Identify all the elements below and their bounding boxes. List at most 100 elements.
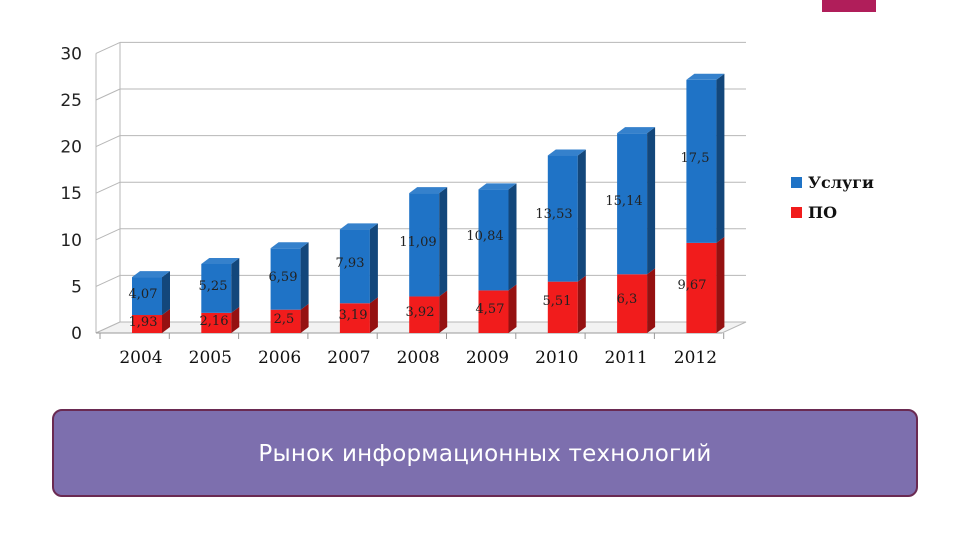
bar-top (547, 149, 586, 156)
bar-segment-services (339, 223, 378, 304)
bar-side (231, 257, 240, 313)
data-label-software: 6,3 (617, 292, 638, 307)
bar-segment-software (339, 297, 378, 333)
bar-segment-software (409, 290, 448, 333)
bar-side (369, 223, 378, 304)
bar-side (439, 290, 448, 333)
bar-front (547, 155, 578, 282)
bar-segment-services (547, 149, 586, 282)
caption-text: Рынок информационных технологий (258, 441, 712, 467)
y-tick-label: 30 (60, 44, 82, 64)
bar-side (508, 183, 517, 291)
bar-top (409, 187, 448, 194)
bar-front (686, 242, 717, 333)
y-axis-ticks: 0 5 10 15 20 25 30 (60, 44, 82, 344)
bar-top (617, 127, 656, 134)
bar-top (132, 271, 170, 278)
caption-box: Рынок информационных технологий (52, 409, 918, 497)
x-category-label: 2005 (189, 348, 232, 368)
x-category-label: 2010 (535, 348, 578, 368)
legend-label: ПО (808, 203, 837, 222)
data-label-services: 4,07 (129, 287, 158, 302)
y-tick-label: 5 (71, 277, 82, 297)
bar-segment-software (270, 303, 309, 333)
bar-side (577, 149, 586, 282)
data-label-software: 9,67 (678, 278, 707, 293)
bar-side (300, 242, 309, 310)
bar-segment-software (617, 268, 656, 333)
data-label-services: 17,5 (681, 151, 710, 166)
bar-segment-software (132, 309, 170, 333)
bar-side (577, 275, 586, 333)
y-tick-label: 0 (71, 324, 82, 344)
data-label-services: 13,53 (535, 207, 572, 222)
corner-accent (822, 0, 876, 12)
bar-top (686, 73, 725, 80)
x-category-label: 2012 (674, 348, 717, 368)
bar-front (478, 290, 509, 333)
bar-front (617, 133, 648, 275)
bar-front (409, 296, 440, 333)
bar-side (300, 303, 309, 333)
bar-side (439, 187, 448, 297)
bar-front (478, 189, 509, 291)
bar-segment-services (617, 127, 656, 275)
gridline-diagonal (95, 181, 121, 194)
data-label-services: 6,59 (269, 270, 298, 285)
x-category-label: 2004 (119, 348, 162, 368)
x-category-label: 2007 (327, 348, 370, 368)
gridline-diagonal (95, 228, 121, 241)
x-category-label: 2006 (258, 348, 301, 368)
bar-front (339, 229, 370, 304)
bar-front (686, 79, 717, 243)
y-tick-label: 10 (60, 231, 82, 251)
bar-front (617, 274, 648, 333)
data-label-services: 7,93 (336, 256, 365, 271)
bar-top (201, 257, 240, 264)
data-label-services: 15,14 (605, 194, 642, 209)
bar-side (231, 306, 240, 333)
gridline-diagonal (95, 88, 121, 101)
bar-side (369, 297, 378, 333)
gridline-diagonal (95, 41, 121, 54)
x-category-label: 2011 (604, 348, 647, 368)
data-label-software: 1,93 (129, 315, 158, 330)
data-label-software: 3,92 (406, 305, 435, 320)
legend-swatch (791, 177, 802, 188)
gridline-diagonal (95, 135, 121, 148)
data-label-services: 10,84 (466, 229, 503, 244)
bar-side (647, 268, 656, 333)
x-category-label: 2008 (397, 348, 440, 368)
bar-segment-services (132, 271, 170, 316)
bar-top (478, 183, 517, 190)
bar-front (409, 193, 440, 297)
data-labels: 1,93 2,16 2,5 3,19 3,92 4,57 5,51 6,3 9,67 4,07 5,… (129, 151, 710, 330)
bar-segment-services (270, 242, 309, 310)
data-label-software: 4,57 (476, 302, 505, 317)
bar-front (270, 309, 301, 333)
bar-segment-software (201, 306, 240, 333)
bar-side (508, 284, 517, 333)
bar-front (339, 303, 370, 333)
y-tick-label: 20 (60, 138, 82, 158)
bar-front (132, 277, 162, 316)
x-category-label: 2009 (466, 348, 509, 368)
bar-segment-software (686, 236, 725, 333)
legend: Услуги ПО (791, 173, 874, 222)
data-label-software: 3,19 (339, 308, 368, 323)
data-label-software: 2,5 (274, 312, 295, 327)
bar-segment-services (409, 187, 448, 297)
bar-front (132, 315, 162, 333)
data-label-services: 5,25 (199, 279, 228, 294)
gridline-diagonal (95, 274, 121, 287)
stacked-bar-chart: 0 5 10 15 20 25 30 2004 2005 2006 2007 2008 2009 201… (60, 41, 874, 368)
bar-top (270, 242, 309, 249)
bar-side (647, 127, 656, 275)
data-label-software: 5,51 (543, 294, 572, 309)
bar-front (270, 248, 301, 310)
data-label-services: 11,09 (399, 235, 436, 250)
y-tick-label: 25 (60, 91, 82, 111)
bar-segment-services (686, 73, 725, 243)
data-label-software: 2,16 (200, 314, 229, 329)
bar-top (339, 223, 378, 230)
